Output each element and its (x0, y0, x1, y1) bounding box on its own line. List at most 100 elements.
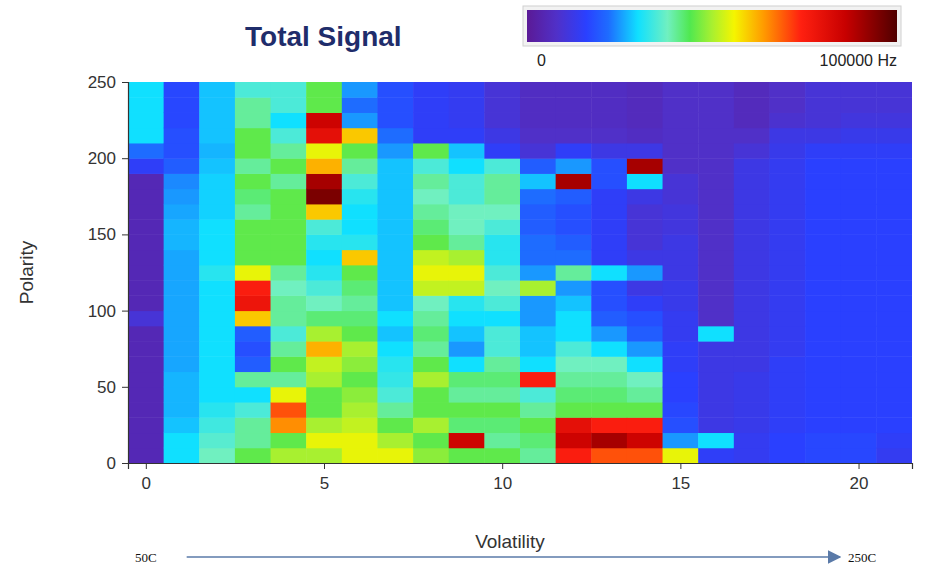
heat-cell (128, 234, 164, 250)
heat-cell (663, 417, 699, 433)
heat-cell (413, 448, 449, 463)
heat-cell (271, 326, 307, 342)
heat-cell (413, 326, 449, 342)
heat-cell (164, 280, 200, 296)
heat-cell (627, 356, 663, 372)
heat-cell (128, 280, 164, 296)
heat-cell (698, 311, 734, 327)
heat-cell (698, 112, 734, 128)
heat-cell (556, 341, 592, 357)
heat-cell (342, 219, 378, 235)
heat-cell (377, 448, 413, 463)
heat-cell (128, 82, 164, 98)
heat-cell (769, 372, 805, 388)
heat-cell (769, 387, 805, 403)
heat-cell (734, 189, 770, 205)
x-tick: 5 (320, 463, 329, 493)
heat-cell (805, 326, 841, 342)
heat-cell (449, 311, 485, 327)
heat-cell (769, 356, 805, 372)
heat-cell (235, 234, 271, 250)
heat-cell (342, 97, 378, 113)
heat-cell (164, 112, 200, 128)
heat-cell (342, 173, 378, 189)
heat-cell (734, 295, 770, 311)
colorbar-tick-label: 100000 Hz (820, 52, 897, 69)
heat-cell (841, 295, 877, 311)
heat-cell (199, 158, 235, 174)
heat-cell (769, 326, 805, 342)
heat-cell (663, 143, 699, 159)
heat-cell (449, 356, 485, 372)
heat-cell (199, 295, 235, 311)
heat-cell (235, 295, 271, 311)
heat-cell (449, 82, 485, 98)
heat-cell (805, 402, 841, 418)
heat-cell (734, 341, 770, 357)
heat-cell (841, 356, 877, 372)
y-tick-label: 250 (88, 73, 116, 92)
heat-cell (377, 219, 413, 235)
heat-cell (342, 311, 378, 327)
y-tick: 200 (88, 149, 128, 168)
heat-cell (556, 128, 592, 144)
heat-cell (413, 173, 449, 189)
heat-cell (591, 356, 627, 372)
heat-cell (199, 417, 235, 433)
heat-cell (591, 173, 627, 189)
heat-cell (876, 265, 912, 281)
heat-cell (663, 128, 699, 144)
heat-cell (199, 356, 235, 372)
chart: 05101520050100150200250VolatilityPolarit… (0, 0, 926, 572)
heat-cell (306, 250, 342, 266)
heat-cell (164, 158, 200, 174)
y-tick-mark (122, 234, 128, 235)
annotation: 250C (848, 550, 876, 565)
heat-cell (734, 128, 770, 144)
heat-cell (235, 356, 271, 372)
heat-cell (841, 158, 877, 174)
heat-cell (663, 265, 699, 281)
y-tick: 0 (107, 454, 128, 473)
heat-cell (805, 265, 841, 281)
heat-cell (128, 417, 164, 433)
heat-cell (520, 204, 556, 220)
heat-cell (377, 97, 413, 113)
heat-cell (377, 433, 413, 449)
heat-cell (306, 295, 342, 311)
heat-cell (235, 143, 271, 159)
heat-cell (698, 356, 734, 372)
heat-cell (342, 448, 378, 463)
heat-cell (591, 204, 627, 220)
heat-cell (841, 402, 877, 418)
heat-cell (342, 387, 378, 403)
heat-cell (377, 280, 413, 296)
heat-cell (556, 448, 592, 463)
heat-cell (876, 128, 912, 144)
heat-cell (591, 128, 627, 144)
heat-cell (235, 265, 271, 281)
heat-cell (484, 250, 520, 266)
heat-cell (520, 265, 556, 281)
heat-cell (805, 341, 841, 357)
heat-cell (235, 204, 271, 220)
x-tick-label: 15 (671, 474, 690, 493)
heat-cell (591, 417, 627, 433)
heat-cell (698, 250, 734, 266)
heat-cell (484, 372, 520, 388)
heat-cell (449, 128, 485, 144)
heat-cell (413, 356, 449, 372)
heat-cell (841, 265, 877, 281)
heat-cell (449, 433, 485, 449)
heat-cell (627, 173, 663, 189)
heat-cell (769, 189, 805, 205)
heat-cell (769, 204, 805, 220)
heat-cell (235, 448, 271, 463)
heat-cell (199, 372, 235, 388)
y-tick: 50 (97, 378, 128, 397)
y-tick-mark (122, 158, 128, 159)
heat-cell (805, 295, 841, 311)
heat-cell (734, 250, 770, 266)
heat-cell (413, 189, 449, 205)
heat-cell (484, 158, 520, 174)
